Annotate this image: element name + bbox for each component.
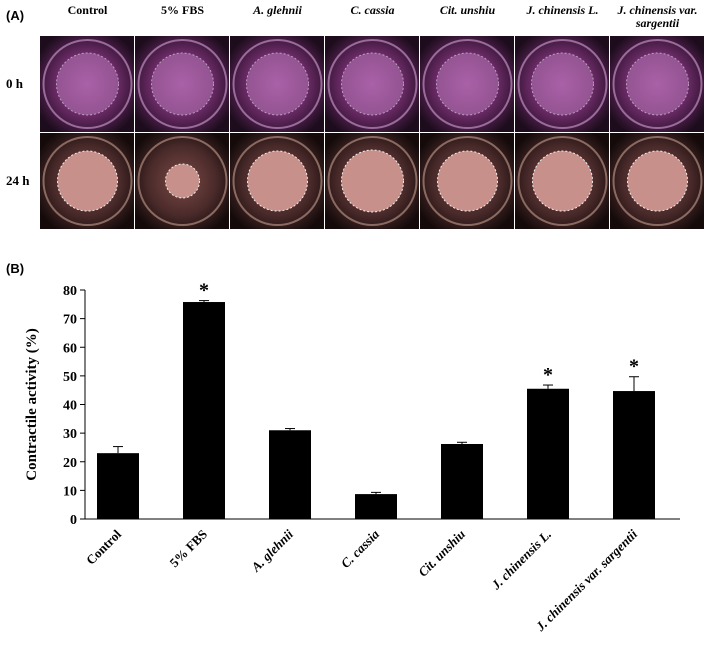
column-header: J. chinensis L. [526, 3, 599, 17]
y-tick-label: 10 [63, 484, 77, 499]
y-axis-label: Contractile activity (%) [24, 328, 40, 480]
well-rim [517, 136, 608, 226]
well-rim [327, 136, 418, 226]
gel-disc [341, 149, 404, 213]
x-tick-label: 5% FBS [167, 527, 211, 571]
bar [613, 391, 655, 519]
gel-disc [532, 150, 593, 212]
column-header: J. chinensis var. sargentii [617, 3, 698, 30]
bar [441, 444, 483, 519]
well-rim [42, 39, 133, 129]
well-rim [612, 136, 703, 226]
row-label: 0 h [6, 76, 24, 91]
well-rim [612, 39, 703, 129]
gel-disc [151, 52, 214, 116]
gel-disc [247, 150, 308, 212]
y-tick-label: 0 [70, 513, 77, 528]
y-tick-label: 80 [63, 284, 77, 299]
well-rim [137, 39, 228, 129]
gel-disc [57, 150, 118, 212]
gel-disc [531, 52, 594, 116]
well-rim [517, 39, 608, 129]
column-header: Cit. unshiu [439, 3, 496, 17]
bar [527, 388, 569, 519]
gel-disc [626, 52, 689, 116]
well-rim [232, 136, 323, 226]
bar [269, 430, 311, 519]
x-tick-label: J. chinensis L. [488, 527, 554, 593]
gel-disc [56, 52, 119, 116]
row-label: 24 h [6, 173, 30, 188]
well-rim [422, 39, 513, 129]
x-tick-label: Cit. unshiu [415, 527, 468, 580]
panel-label: (A) [6, 8, 24, 23]
gel-disc [341, 52, 404, 116]
well-rim [327, 39, 418, 129]
y-tick-label: 20 [63, 456, 77, 471]
column-header: A. glehnii [253, 3, 302, 17]
x-tick-label: Control [83, 526, 124, 567]
gel-disc [627, 150, 688, 212]
gel-disc [437, 150, 498, 212]
significance-marker: * [543, 364, 553, 386]
y-tick-label: 70 [63, 313, 77, 328]
column-header: C. cassia [350, 3, 395, 17]
x-tick-label: C. cassia [338, 526, 383, 571]
well-rim [232, 39, 323, 129]
gel-disc [246, 52, 309, 116]
bar [183, 302, 225, 519]
well-rim [42, 136, 133, 226]
bar [97, 453, 139, 519]
well-rim [137, 136, 228, 226]
gel-disc [436, 52, 499, 116]
significance-marker: * [199, 280, 209, 302]
panel-label: (B) [6, 261, 24, 276]
y-tick-label: 30 [63, 427, 77, 442]
x-tick-label: A. glehnii [248, 526, 297, 575]
bar [355, 494, 397, 519]
column-header: Control [67, 3, 108, 17]
y-tick-label: 60 [63, 341, 77, 356]
y-tick-label: 50 [63, 370, 77, 385]
column-header: 5% FBS [160, 3, 204, 17]
gel-disc [165, 163, 200, 199]
significance-marker: * [629, 356, 639, 378]
y-tick-label: 40 [63, 399, 77, 414]
well-rim [422, 136, 513, 226]
